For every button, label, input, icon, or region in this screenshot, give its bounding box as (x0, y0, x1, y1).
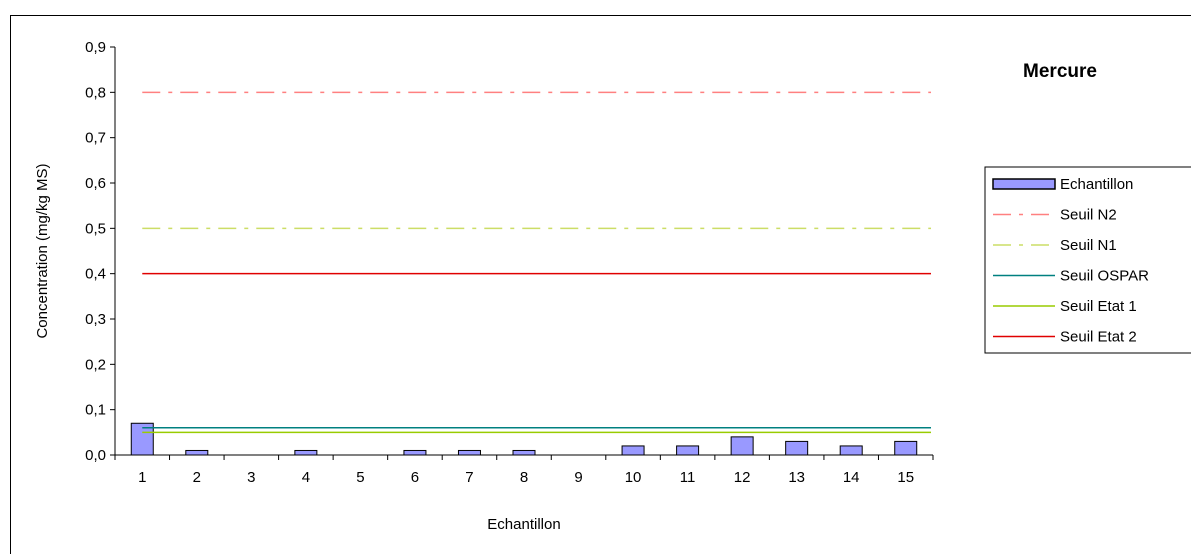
y-axis-label: Concentration (mg/kg MS) (34, 163, 51, 338)
y-tick-label: 0,3 (85, 311, 106, 328)
chart-title: Mercure (1023, 61, 1097, 82)
y-tick-label: 0,8 (85, 84, 106, 101)
x-tick-label: 11 (680, 469, 696, 486)
bar-14 (839, 445, 863, 456)
bar-15 (894, 440, 918, 456)
legend-label-echantillon: Echantillon (1060, 176, 1133, 193)
x-tick-label: 14 (843, 469, 860, 486)
y-tick-label: 0,5 (85, 220, 106, 237)
bar-13 (785, 440, 809, 456)
legend-label-seuil-ospar: Seuil OSPAR (1060, 268, 1149, 285)
y-tick-label: 0,6 (85, 175, 106, 192)
legend-label-seuil-n1: Seuil N1 (1060, 237, 1117, 254)
bar-11 (676, 445, 700, 456)
x-tick-label: 6 (411, 469, 419, 486)
bar-12 (730, 436, 754, 456)
x-tick-label: 13 (788, 469, 805, 486)
x-tick-label: 2 (193, 469, 201, 486)
y-tick-label: 0,4 (85, 266, 106, 283)
y-tick-label: 0,1 (85, 402, 106, 419)
x-tick-label: 8 (520, 469, 528, 486)
legend-swatch-echantillon (992, 178, 1056, 190)
x-tick-label: 7 (465, 469, 473, 486)
x-tick-label: 12 (734, 469, 751, 486)
y-tick-label: 0,2 (85, 356, 106, 373)
x-tick-label: 4 (302, 469, 310, 486)
legend-label-seuil-n2: Seuil N2 (1060, 207, 1117, 224)
bar-7 (457, 449, 481, 456)
bar-4 (294, 449, 318, 456)
bar-2 (185, 449, 209, 456)
legend-box (984, 166, 1191, 354)
x-tick-label: 10 (625, 469, 642, 486)
bar-10 (621, 445, 645, 456)
x-tick-label: 1 (138, 469, 146, 486)
y-tick-label: 0,9 (85, 39, 106, 56)
legend-label-seuil-etat-1: Seuil Etat 1 (1060, 298, 1137, 315)
legend-label-seuil-etat-2: Seuil Etat 2 (1060, 329, 1137, 346)
x-tick-label: 9 (574, 469, 582, 486)
y-tick-label: 0,7 (85, 130, 106, 147)
bar-6 (403, 449, 427, 456)
x-axis-label: Echantillon (487, 516, 560, 533)
x-tick-label: 15 (897, 469, 914, 486)
x-tick-label: 3 (247, 469, 255, 486)
bar-8 (512, 449, 536, 456)
x-tick-label: 5 (356, 469, 364, 486)
y-tick-label: 0,0 (85, 447, 106, 464)
